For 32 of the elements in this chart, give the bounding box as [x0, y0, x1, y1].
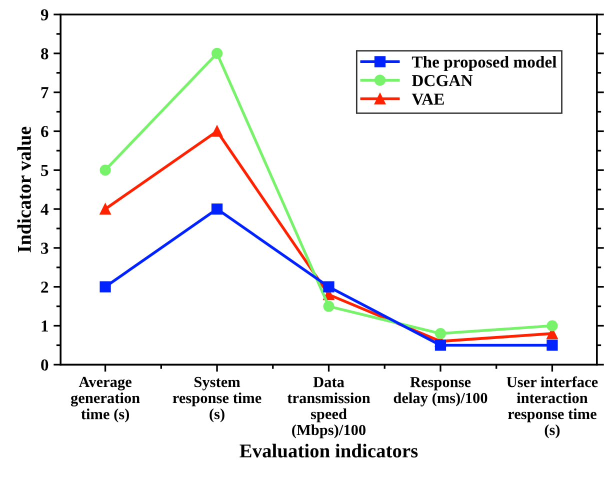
point — [100, 281, 111, 292]
y-tick-label: 2 — [41, 282, 48, 293]
x-tick-label: User interface interaction response time (s) — [506, 376, 598, 438]
x-tick-label: Data transmission speed (Mbps)/100 — [287, 377, 370, 438]
legend-label: The proposed model — [412, 56, 556, 72]
point — [323, 281, 334, 292]
y-tick-label: 9 — [40, 9, 48, 20]
point — [211, 203, 223, 215]
x-axis-title: Evaluation indicators — [240, 444, 418, 458]
y-tick-label: 3 — [41, 242, 48, 254]
legend-label: DCGAN — [412, 75, 473, 86]
point — [100, 203, 111, 215]
point — [100, 164, 111, 176]
y-tick-label: 4 — [40, 204, 48, 215]
point — [211, 126, 223, 137]
y-axis-title: Indicator value — [17, 126, 31, 252]
x-tick-label: Average generation time (s) — [70, 376, 140, 422]
point — [434, 328, 446, 340]
point — [211, 48, 223, 59]
point — [434, 340, 446, 351]
legend-label: VAE — [412, 94, 444, 105]
x-tick-label: Response delay (ms)/100 — [394, 377, 488, 406]
x-tick-label: System response time (s) — [172, 376, 262, 422]
y-tick-label: 7 — [41, 87, 48, 98]
y-tick-label: 6 — [41, 126, 48, 138]
y-tick-label: 8 — [41, 48, 48, 60]
point — [546, 340, 558, 351]
point — [546, 320, 558, 332]
y-tick-label: 5 — [41, 164, 48, 176]
y-tick-label: 0 — [41, 359, 48, 371]
y-tick-label: 1 — [42, 320, 48, 332]
point — [323, 300, 334, 312]
